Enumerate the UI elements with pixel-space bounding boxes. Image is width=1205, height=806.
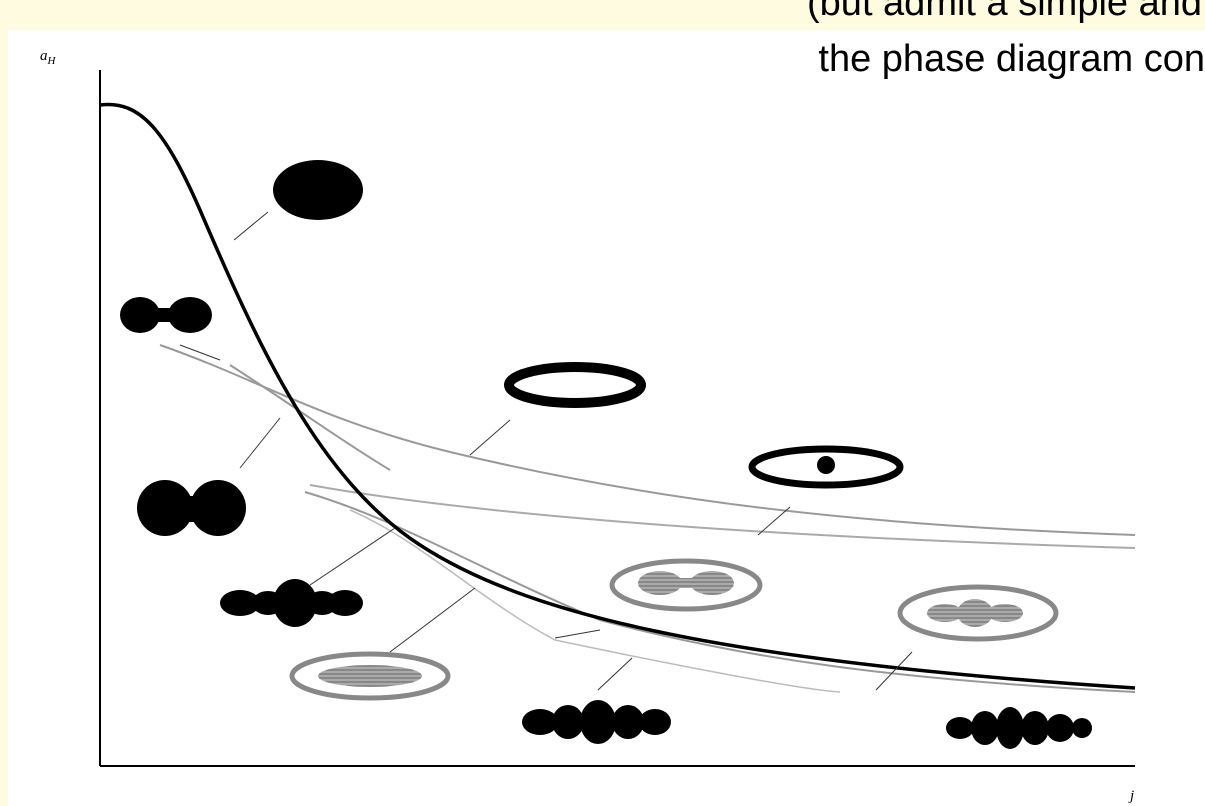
slide: aH j xyxy=(0,0,1205,806)
hatched-core xyxy=(318,665,422,687)
phase-diagram: aH j xyxy=(0,0,1205,806)
header-text: the phase diagram con xyxy=(818,38,1205,81)
header-text: (but admit a simple and xyxy=(807,0,1202,25)
core xyxy=(817,456,835,474)
droplet-shape xyxy=(273,160,363,220)
image-background xyxy=(8,30,1205,806)
